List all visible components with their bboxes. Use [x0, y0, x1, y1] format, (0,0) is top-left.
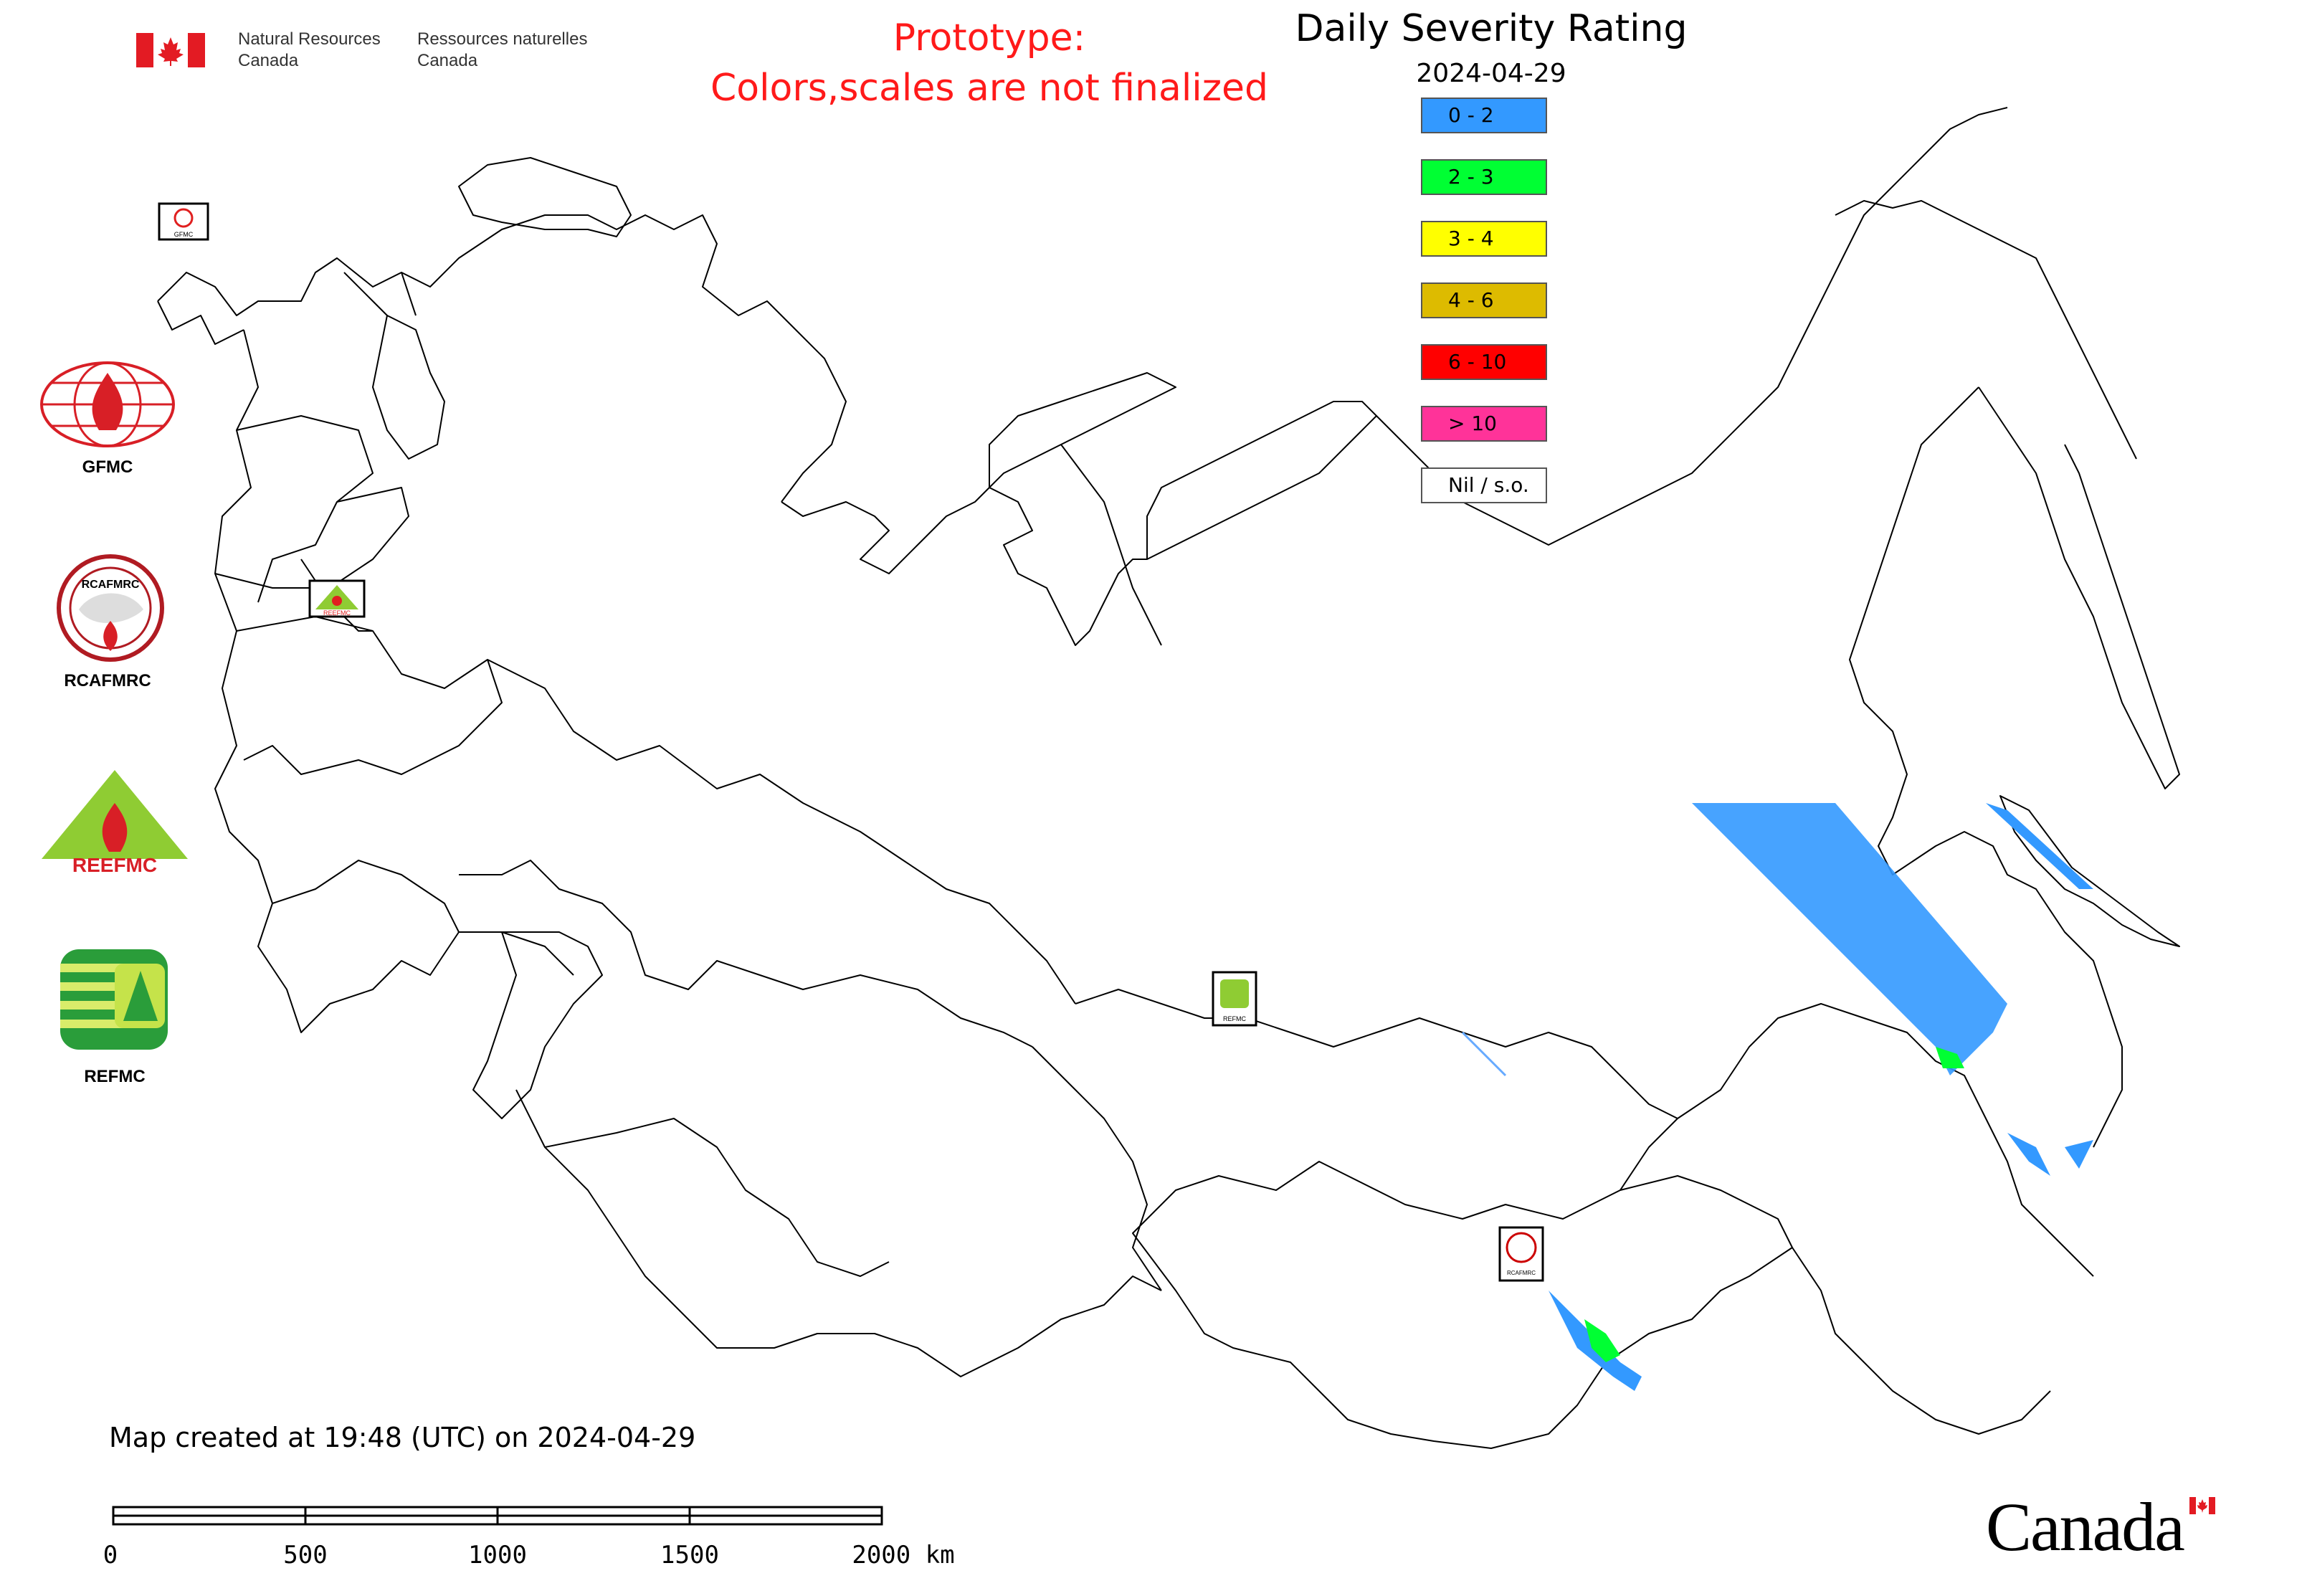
svg-text:REEFMC: REEFMC [72, 854, 157, 875]
scale-label-500: 500 [283, 1541, 327, 1569]
border-belarus [214, 487, 409, 589]
rcafmrc-label: RCAFMRC [64, 671, 151, 690]
border-mongolia [1132, 1161, 1793, 1449]
nrcan-french: Ressources naturelles Canada [417, 29, 587, 72]
svg-text:RCAFMRC: RCAFMRC [82, 579, 140, 591]
coastline-central-arctic [1376, 107, 2008, 546]
scale-bar: 0 500 1000 1500 2000 km [103, 1506, 955, 1569]
nrcan-signature: Natural Resources Canada Ressources natu… [136, 29, 609, 79]
legend-item: Nil / s.o. [1421, 467, 1547, 503]
coastline-scandinavia-south [157, 300, 244, 345]
nrcan-fr-line2: Canada [417, 51, 478, 70]
legend-title: Daily Severity Rating [1295, 7, 1688, 50]
prototype-notice: Prototype: Colors,scales are not finaliz… [631, 13, 1348, 113]
severity-area-0-2-b [1986, 803, 2093, 889]
canada-wordmark: Canada [1986, 1491, 2230, 1563]
border-scand-2 [401, 272, 417, 316]
map-logo-gfmc: GFMC [158, 202, 209, 241]
border-amur [1620, 1003, 2094, 1277]
coastline-blacksea [272, 860, 460, 933]
border-internal-1 [1075, 989, 1678, 1119]
map-logo-refmc-label: REFMC [1223, 1015, 1246, 1022]
coastline-chukotka [1835, 200, 2137, 460]
nrcan-english: Natural Resources Canada [238, 29, 381, 72]
legend-item: 4 - 6 [1421, 282, 1547, 318]
coastline-kola [458, 157, 632, 237]
map-logo-reefmc-label: REEFMC [323, 609, 351, 617]
map-logo-reefmc: REEFMC [308, 579, 366, 618]
reefmc-logo: REEFMC [36, 767, 194, 876]
canada-wordmark-flag-icon [2189, 1497, 2215, 1514]
nrcan-fr-line1: Ressources naturelles [417, 29, 588, 49]
severity-area-0-2-c [2007, 1133, 2050, 1176]
map-logo-refmc: REFMC [1212, 971, 1257, 1027]
prototype-line1: Prototype: [893, 16, 1086, 60]
legend-item: 6 - 10 [1421, 344, 1547, 380]
map-created-note: Map created at 19:48 (UTC) on 2024-04-29 [109, 1422, 696, 1453]
coastline-yamal [989, 372, 1176, 488]
scale-label-1000: 1000 [468, 1541, 527, 1569]
border-russia-kz [487, 659, 1076, 1004]
border-china-east [1792, 1247, 2051, 1435]
gfmc-label: GFMC [82, 457, 133, 477]
border-kz-south [515, 1089, 1162, 1377]
border-west [214, 329, 574, 1033]
coastline-arctic-west [781, 487, 1147, 646]
border-baltic [236, 415, 374, 603]
border-kazakhstan-north [459, 860, 1033, 1048]
legend-date: 2024-04-29 [1416, 59, 1566, 88]
severity-streak [1461, 1031, 1507, 1077]
coastline-finland [372, 315, 445, 460]
map-logo-rcafmrc-label: RCAFMRC [1507, 1270, 1536, 1276]
scale-label-1500: 1500 [660, 1541, 719, 1569]
legend-item: 3 - 4 [1421, 221, 1547, 257]
rcafmrc-logo: RCAFMRC RCAFMRC [36, 552, 179, 695]
coastline-scandinavia [157, 214, 847, 503]
prototype-line2: Colors,scales are not finalized [710, 67, 1269, 110]
border-uzbek [544, 1118, 890, 1277]
coastline-kamchatka [1978, 386, 2180, 789]
legend-item: > 10 [1421, 406, 1547, 442]
canada-flag-icon [136, 33, 205, 67]
severity-overlay [1461, 803, 2093, 1391]
rcafmrc-emblem-icon: RCAFMRC [57, 554, 164, 662]
coastline-novaya [1060, 444, 1162, 646]
legend-item: 0 - 2 [1421, 98, 1547, 133]
border-china-kz [1032, 1046, 1162, 1291]
coastline-caspian [472, 931, 603, 1119]
border-ukraine [236, 616, 503, 775]
refmc-emblem-icon [60, 949, 168, 1050]
severity-area-0-2 [1692, 803, 2007, 1075]
border-scand-1 [343, 272, 388, 316]
map-logo-gfmc-label: GFMC [174, 231, 194, 238]
refmc-logo: REFMC [57, 946, 201, 1090]
legend-item: 2 - 3 [1421, 159, 1547, 195]
gfmc-logo: GFMC [36, 358, 179, 480]
canada-wordmark-text: Canada [1986, 1488, 2185, 1565]
reefmc-emblem-icon: REEFMC [42, 770, 188, 876]
coastline-taimyr [1146, 401, 1377, 560]
map-logo-rcafmrc: RCAFMRC [1498, 1226, 1544, 1282]
severity-area-0-2-d [2065, 1140, 2093, 1169]
scale-label-0: 0 [103, 1541, 118, 1569]
refmc-label: REFMC [84, 1067, 146, 1086]
severity-area-2-3-b [1584, 1319, 1620, 1362]
coastline-sakhalin [1999, 795, 2180, 947]
nrcan-en-line1: Natural Resources [238, 29, 381, 49]
gfmc-emblem-icon [40, 361, 175, 447]
severity-area-2-3 [1936, 1047, 1964, 1068]
nrcan-en-line2: Canada [238, 51, 299, 70]
scale-label-2000: 2000 km [852, 1541, 954, 1569]
coastline-okhotsk [1849, 386, 2123, 1148]
